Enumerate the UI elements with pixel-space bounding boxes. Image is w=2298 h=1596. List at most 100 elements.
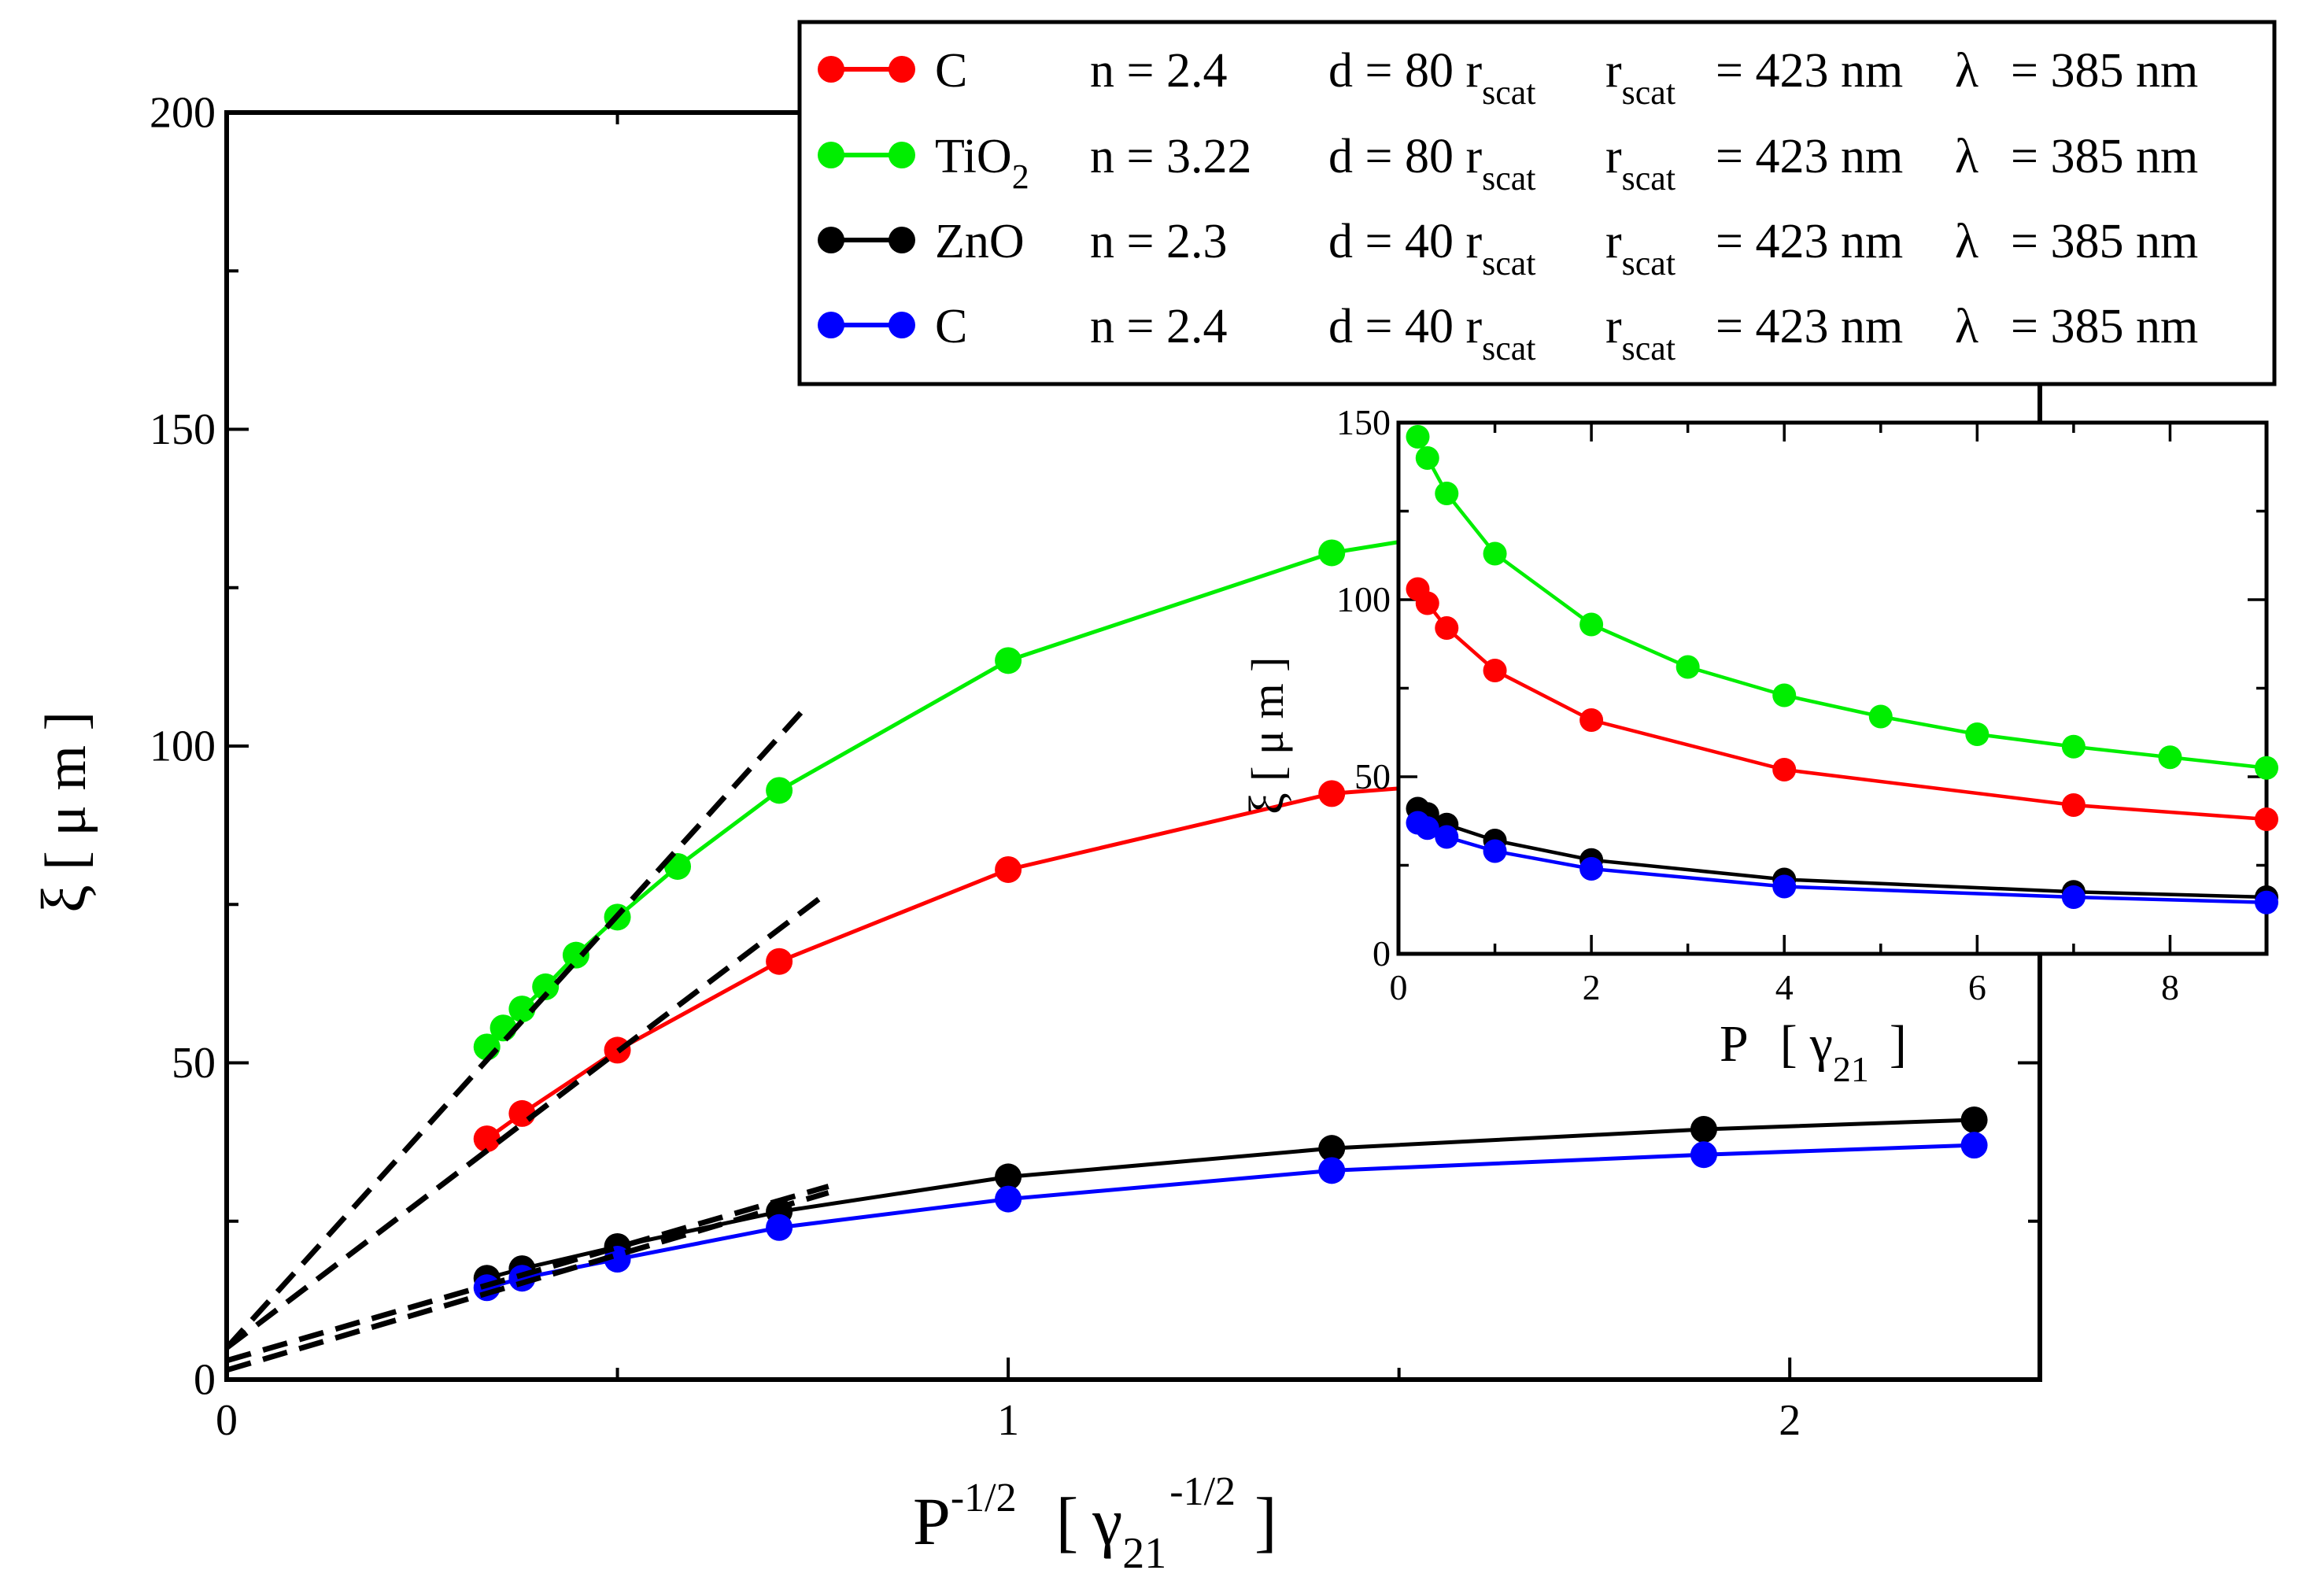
- main-x-label-sub: 21: [1122, 1529, 1166, 1578]
- main-data-point: [1318, 1135, 1346, 1162]
- inset-data-point: [2061, 734, 2086, 759]
- main-data-point: [1318, 780, 1346, 807]
- legend-item: ZnO n = 2.3 d = 40 rscat rscat = 423 nm λ = 38…: [818, 215, 2198, 283]
- main-x-label-bracket: ]: [1254, 1483, 1277, 1559]
- main-x-label-bracket: [: [1056, 1483, 1079, 1559]
- inset-data-point: [1579, 612, 1604, 637]
- legend-box: [797, 20, 2277, 386]
- inset-xtick-label: 6: [1968, 967, 1986, 1007]
- inset-xtick-label: 4: [1775, 967, 1794, 1007]
- legend-wavelength-value: = 385 nm: [2011, 130, 2198, 183]
- inset-xtick-label: 0: [1390, 967, 1408, 1007]
- inset-data-point: [2061, 885, 2086, 909]
- inset-data-point: [1675, 655, 1700, 679]
- main-xtick-label: 2: [1779, 1396, 1801, 1445]
- main-data-point: [766, 948, 793, 975]
- legend-refractive-index: n = 3.22: [1090, 130, 1251, 183]
- legend-radius: rscat: [1605, 300, 1675, 368]
- inset-data-point: [1772, 683, 1797, 707]
- inset-data-point: [2061, 793, 2086, 817]
- legend-wavelength-value: = 385 nm: [2011, 215, 2198, 268]
- legend-radius: rscat: [1605, 130, 1675, 198]
- inset-x-label-base: P: [1720, 1015, 1749, 1073]
- legend-wavelength-value: = 385 nm: [2011, 300, 2198, 353]
- legend-radius-sub: scat: [1622, 244, 1675, 283]
- main-data-point: [995, 855, 1022, 883]
- legend-wavelength-symbol: λ: [1955, 130, 1978, 183]
- legend-swatch-marker: [889, 312, 915, 338]
- legend-swatch-marker: [889, 227, 915, 253]
- inset-data-point: [2158, 745, 2182, 770]
- main-series-line: [486, 1143, 1975, 1290]
- legend-thickness-value: d = 80 r: [1328, 44, 1482, 98]
- legend-swatch-marker: [889, 142, 915, 168]
- legend-thickness: d = 40 rscat: [1328, 215, 1536, 283]
- inset-frame: [1396, 420, 2269, 956]
- legend-radius-sub: scat: [1622, 73, 1675, 112]
- legend-wavelength-symbol: λ: [1955, 215, 1978, 268]
- inset-data-point: [1435, 825, 1459, 849]
- legend-thickness-value: d = 80 r: [1328, 130, 1482, 183]
- legend-radius-symbol: r: [1605, 44, 1622, 98]
- inset-data-point: [1406, 425, 1430, 449]
- inset-x-label-bracket: [: [1780, 1015, 1797, 1073]
- main-data-point: [1960, 1106, 1988, 1133]
- main-data-point: [995, 1185, 1022, 1213]
- inset-data-point: [1435, 616, 1459, 640]
- legend-thickness-sub: scat: [1482, 159, 1535, 198]
- inset-ytick-label: 50: [1354, 756, 1391, 796]
- main-ytick-label: 200: [150, 88, 216, 137]
- inset-plot: 0 2 4 6 8 0 50 100 150 P [γ21] ξ [ μ m ]: [1240, 402, 2278, 1089]
- main-data-point: [995, 1163, 1022, 1191]
- legend-swatch-marker: [818, 227, 844, 253]
- inset-data-point: [2255, 807, 2278, 831]
- legend-material-name: C: [935, 44, 967, 98]
- main-y-label-symbol: ξ: [30, 885, 99, 913]
- legend-refractive-index: n = 2.4: [1090, 300, 1227, 353]
- legend-radius-value: = 423 nm: [1716, 130, 1903, 183]
- inset-data-point: [1415, 816, 1439, 840]
- legend-radius-symbol: r: [1605, 130, 1622, 183]
- main-x-label-sup: -1/2: [951, 1476, 1017, 1520]
- main-data-point: [473, 1125, 501, 1153]
- inset-data-point: [1579, 708, 1604, 732]
- legend-radius-sub: scat: [1622, 329, 1675, 368]
- inset-y-label-symbol: ξ: [1240, 792, 1294, 815]
- legend-material: C: [935, 300, 967, 353]
- inset-data-point: [2255, 756, 2278, 780]
- inset-data-point: [1435, 482, 1459, 505]
- legend-thickness-sub: scat: [1482, 244, 1535, 283]
- main-data-point: [766, 1214, 793, 1241]
- main-data-point: [766, 777, 793, 804]
- main-xtick-label: 0: [216, 1396, 238, 1445]
- main-xtick-label: 1: [997, 1396, 1019, 1445]
- main-data-point: [562, 941, 589, 969]
- legend-thickness: d = 40 rscat: [1328, 300, 1536, 368]
- inset-x-label: P [γ21]: [1720, 1015, 1907, 1089]
- inset-x-label-sub: 21: [1833, 1049, 1869, 1089]
- legend-swatch-marker: [889, 56, 915, 83]
- legend-refractive-index: n = 2.3: [1090, 215, 1227, 268]
- legend-radius-value: = 423 nm: [1716, 215, 1903, 268]
- main-x-label-sup2: -1/2: [1169, 1469, 1236, 1514]
- inset-x-label-bracket: ]: [1890, 1015, 1907, 1073]
- inset-x-label-gamma: γ: [1809, 1015, 1833, 1073]
- legend-material-name: ZnO: [935, 215, 1025, 268]
- inset-xtick-label: 8: [2161, 967, 2179, 1007]
- legend-material: ZnO: [935, 215, 1025, 268]
- inset-data-point: [1483, 839, 1507, 863]
- main-y-label: ξ [ μ m ]: [30, 711, 99, 913]
- fit-line: [226, 1190, 829, 1373]
- inset-ytick-label: 150: [1336, 402, 1391, 442]
- main-data-point: [604, 1246, 631, 1273]
- main-ytick-label: 0: [194, 1355, 216, 1404]
- inset-data-point: [2255, 890, 2278, 914]
- main-data-point: [995, 647, 1022, 674]
- inset-ytick-label: 100: [1336, 579, 1391, 619]
- legend-thickness-sub: scat: [1482, 73, 1535, 112]
- main-data-point: [1690, 1141, 1717, 1169]
- legend-radius: rscat: [1605, 44, 1675, 112]
- main-ytick-label: 50: [172, 1039, 216, 1088]
